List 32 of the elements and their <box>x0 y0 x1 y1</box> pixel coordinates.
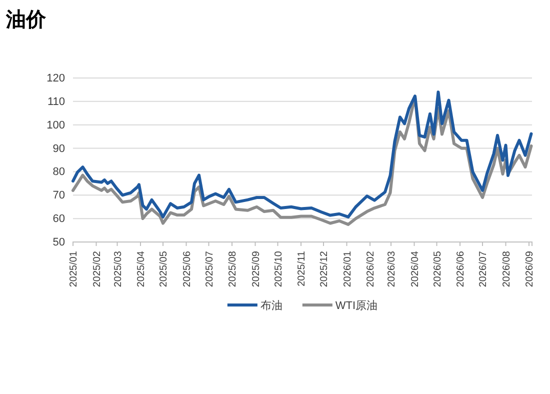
chart-title: 油价 <box>5 7 47 31</box>
x-tick-label: 2026/04 <box>410 250 421 288</box>
x-tick-label: 2026/08 <box>501 250 512 288</box>
x-tick-label: 2026/01 <box>342 250 354 288</box>
x-tick-label: 2025/06 <box>182 250 193 288</box>
x-tick-label: 2025/10 <box>273 250 284 288</box>
x-tick-label: 2025/12 <box>319 250 330 288</box>
y-tick-label: 50 <box>52 236 65 249</box>
x-tick-label: 2025/03 <box>112 250 124 288</box>
y-tick-label: 70 <box>52 190 65 202</box>
x-tick-label: 2026/03 <box>386 250 398 288</box>
x-tick-label: 2026/07 <box>478 250 489 288</box>
x-tick-label: 2025/08 <box>228 250 238 288</box>
x-tick-label: 2025/07 <box>204 250 216 288</box>
x-tick-label: 2025/11 <box>296 250 308 286</box>
y-tick-label: 60 <box>52 213 65 226</box>
x-tick-label: 2025/09 <box>250 250 262 288</box>
x-tick-label: 2025/04 <box>136 250 147 288</box>
y-tick-label: 120 <box>46 72 65 85</box>
x-tick-label: 2026/05 <box>432 250 444 288</box>
legend-label: WTI原油 <box>335 299 378 312</box>
x-tick-label: 2025/01 <box>68 250 80 288</box>
x-tick-label: 2026/09 <box>524 250 536 288</box>
y-tick-label: 100 <box>46 119 65 132</box>
legend-label: 布油 <box>260 299 282 312</box>
y-tick-label: 80 <box>52 166 65 178</box>
x-tick-label: 2026/02 <box>366 250 376 288</box>
x-tick-label: 2025/02 <box>92 250 103 288</box>
y-tick-label: 110 <box>47 96 65 108</box>
x-tick-label: 2026/06 <box>456 250 466 288</box>
x-tick-label: 2025/05 <box>158 250 170 288</box>
y-tick-label: 90 <box>52 142 65 155</box>
